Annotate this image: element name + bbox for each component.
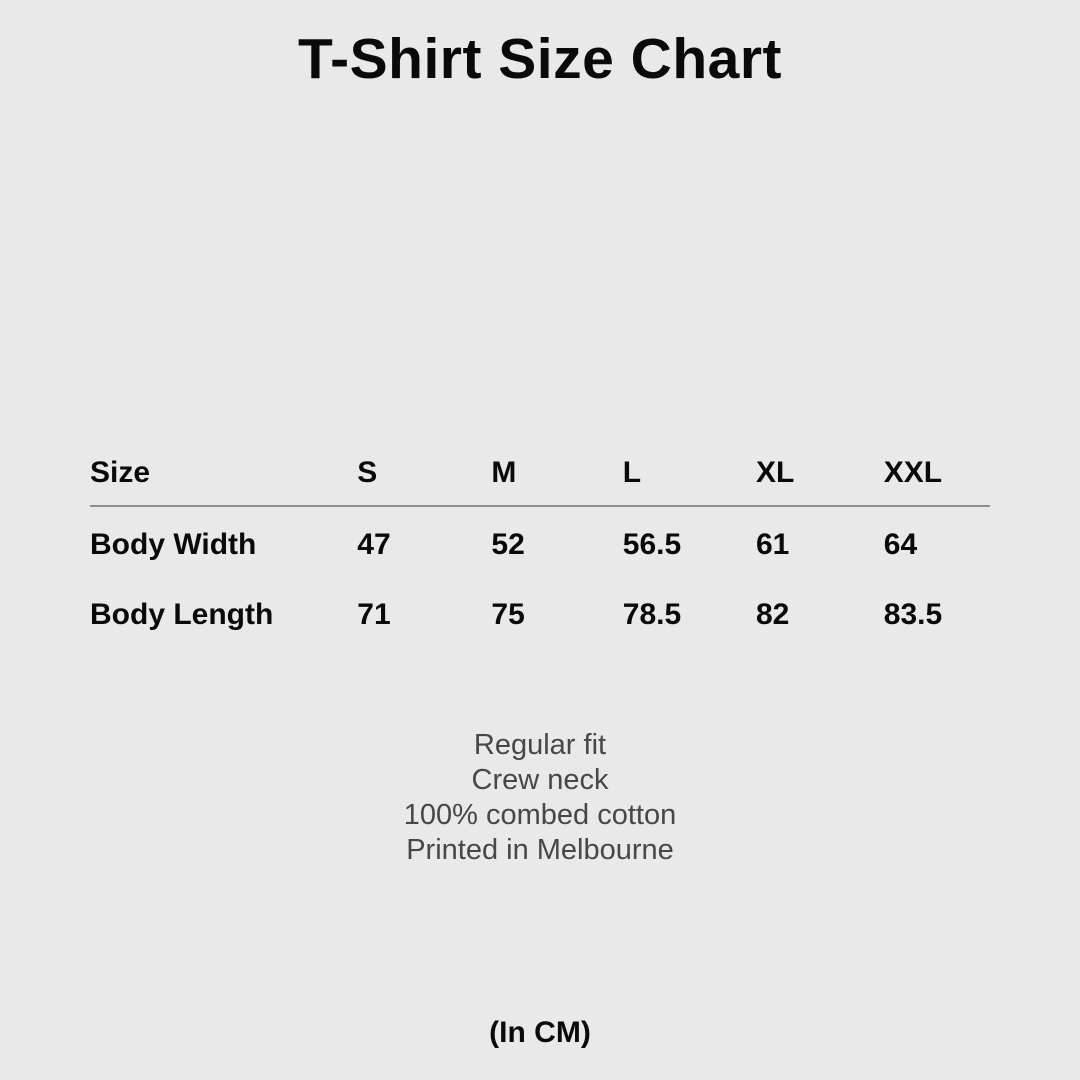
header-divider-line: [90, 505, 990, 507]
size-table-header-row: Size S M L XL XXL: [90, 458, 990, 505]
detail-origin: Printed in Melbourne: [406, 834, 674, 866]
body-length-m: 75: [491, 598, 525, 631]
body-width-l: 56.5: [622, 528, 682, 561]
column-header-l: L: [622, 456, 642, 489]
product-details: Regular fit Crew neck 100% combed cotton…: [0, 728, 1080, 868]
size-table: Size S M L XL XXL Body Width 47 52 56.5 …: [90, 458, 990, 630]
body-length-xxl: 83.5: [883, 598, 943, 631]
detail-fabric: 100% combed cotton: [403, 799, 677, 831]
table-row-body-width: Body Width 47 52 56.5 61 64: [90, 530, 990, 560]
body-width-xl: 61: [755, 528, 790, 561]
row-label-body-length: Body Length: [90, 598, 274, 631]
column-header-xxl: XXL: [883, 456, 943, 489]
body-width-m: 52: [491, 528, 525, 561]
body-width-xxl: 64: [883, 528, 918, 561]
column-header-m: M: [491, 456, 517, 489]
body-length-l: 78.5: [622, 598, 682, 631]
column-header-xl: XL: [755, 456, 795, 489]
body-width-s: 47: [357, 528, 391, 561]
detail-fit: Regular fit: [473, 729, 607, 761]
unit-note: (In CM): [489, 1016, 591, 1049]
column-header-size: Size: [90, 456, 151, 489]
table-row-body-length: Body Length 71 75 78.5 82 83.5: [90, 600, 990, 630]
body-length-s: 71: [357, 598, 391, 631]
page-title: T-Shirt Size Chart: [297, 27, 783, 91]
body-length-xl: 82: [755, 598, 790, 631]
detail-neck: Crew neck: [471, 764, 609, 796]
column-header-s: S: [357, 456, 378, 489]
row-label-body-width: Body Width: [90, 528, 257, 561]
